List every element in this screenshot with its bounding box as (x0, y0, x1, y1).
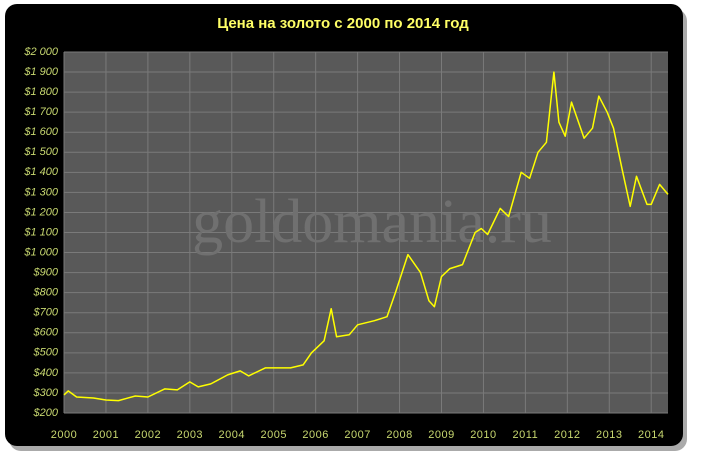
x-tick-label: 2003 (177, 429, 203, 441)
x-tick-label: 2011 (513, 429, 539, 441)
y-tick-label: $300 (33, 387, 59, 399)
y-tick-label: $1 300 (23, 186, 59, 198)
x-tick-label: 2005 (260, 429, 286, 441)
y-tick-label: $400 (33, 367, 59, 379)
x-tick-label: 2014 (638, 429, 664, 441)
price-line (63, 71, 669, 402)
y-tick-label: $1 200 (23, 206, 59, 218)
y-tick-label: $1 700 (23, 106, 59, 118)
y-tick-label: $500 (33, 347, 59, 359)
y-tick-label: $1 000 (23, 246, 59, 258)
y-tick-label: $1 400 (23, 166, 59, 178)
x-tick-label: 2007 (344, 429, 370, 441)
y-tick-label: $1 900 (23, 66, 59, 78)
chart-title: Цена на золото с 2000 по 2014 год (217, 15, 469, 32)
x-tick-label: 2000 (51, 429, 77, 441)
x-tick-label: 2012 (554, 429, 580, 441)
y-tick-label: $1 800 (23, 86, 59, 98)
x-tick-label: 2006 (302, 429, 328, 441)
watermark: goldomania.ru (192, 188, 552, 256)
x-tick-label: 2002 (135, 429, 161, 441)
x-tick-label: 2009 (428, 429, 454, 441)
y-tick-label: $1 600 (23, 126, 59, 138)
y-tick-label: $2 000 (23, 46, 59, 58)
y-tick-label: $600 (33, 327, 59, 339)
x-tick-label: 2004 (219, 429, 245, 441)
y-tick-label: $1 500 (23, 146, 59, 158)
y-tick-label: $700 (33, 307, 59, 319)
x-tick-label: 2008 (386, 429, 412, 441)
x-tick-label: 2001 (93, 429, 119, 441)
y-tick-label: $200 (33, 407, 59, 419)
y-tick-label: $800 (33, 287, 59, 299)
x-tick-label: 2013 (596, 429, 622, 441)
y-tick-label: $1 100 (23, 226, 59, 238)
y-tick-label: $900 (33, 267, 59, 279)
x-tick-label: 2010 (470, 429, 496, 441)
